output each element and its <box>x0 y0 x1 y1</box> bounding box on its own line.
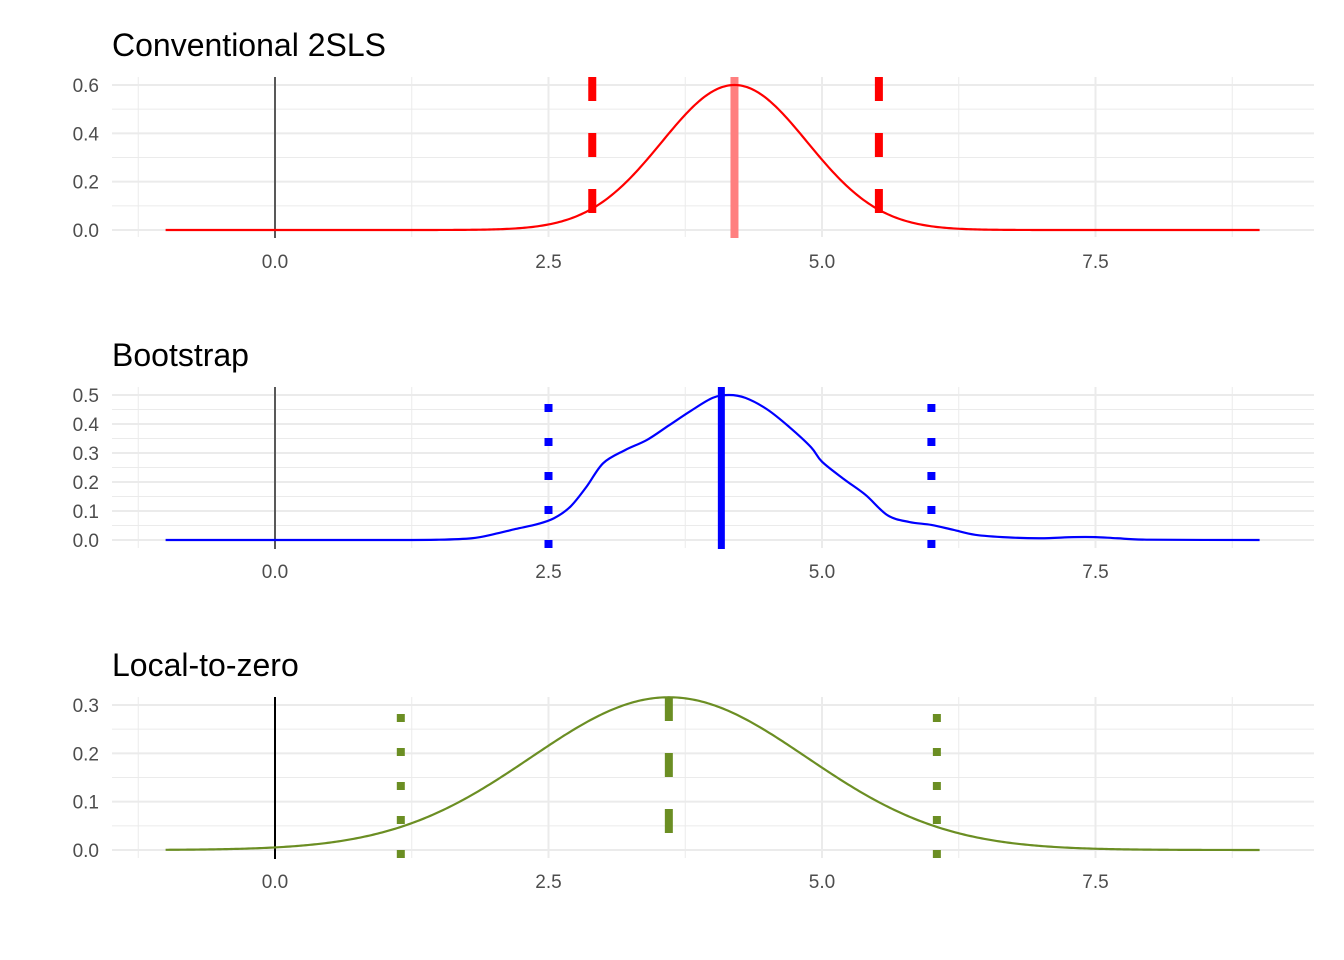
y-tick-label: 0.2 <box>73 473 99 494</box>
y-tick-label: 0.5 <box>73 386 99 407</box>
x-tick-label: 5.0 <box>809 562 835 583</box>
x-tick-label: 7.5 <box>1082 562 1108 583</box>
reference-lines <box>274 387 936 549</box>
y-tick-label: 0.6 <box>73 76 99 97</box>
x-tick-label: 7.5 <box>1082 872 1108 893</box>
y-tick-label: 0.4 <box>73 124 100 145</box>
y-tick-label: 0.2 <box>73 744 99 765</box>
gridlines <box>112 77 1314 237</box>
reference-lines <box>274 77 883 238</box>
panel-2: Bootstrap 0.0 0.1 0.2 0.3 0.4 0.5 0.0 2.5 5.0 7.5 <box>73 337 1314 583</box>
density-curve <box>165 83 1260 232</box>
panel-1: Conventional 2SLS 0.0 0.2 0.4 0.6 0.0 2.5 5.0 7.… <box>73 27 1314 273</box>
density-curve <box>165 393 1260 542</box>
y-tick-label: 0.1 <box>73 502 99 523</box>
x-tick-label: 2.5 <box>535 252 561 273</box>
panel-title: Bootstrap <box>112 337 249 373</box>
x-tick-label: 0.0 <box>262 562 288 583</box>
panel-title: Conventional 2SLS <box>112 27 386 63</box>
y-tick-label: 0.4 <box>73 415 100 436</box>
y-tick-label: 0.0 <box>73 531 99 552</box>
gridlines <box>112 697 1314 858</box>
y-tick-label: 0.1 <box>73 793 99 814</box>
x-tick-label: 0.0 <box>262 872 288 893</box>
gridlines <box>112 387 1314 548</box>
x-tick-label: 2.5 <box>535 562 561 583</box>
x-tick-label: 2.5 <box>535 872 561 893</box>
x-tick-label: 5.0 <box>809 872 835 893</box>
panel-title: Local-to-zero <box>112 647 299 683</box>
reference-lines <box>274 697 941 859</box>
y-tick-label: 0.0 <box>73 221 99 242</box>
x-tick-label: 5.0 <box>809 252 835 273</box>
y-tick-label: 0.2 <box>73 173 99 194</box>
density-curve <box>165 696 1260 852</box>
y-tick-label: 0.0 <box>73 841 99 862</box>
x-tick-label: 7.5 <box>1082 252 1108 273</box>
y-tick-label: 0.3 <box>73 696 99 717</box>
y-tick-label: 0.3 <box>73 444 99 465</box>
panel-3: Local-to-zero 0.0 0.1 0.2 0.3 0.0 2.5 5.0 7.5 <box>73 647 1314 893</box>
x-tick-label: 0.0 <box>262 252 288 273</box>
